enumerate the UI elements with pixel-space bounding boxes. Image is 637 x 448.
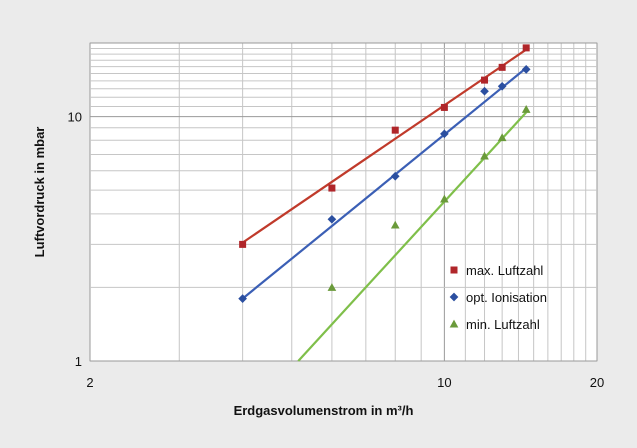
grid-lines (89, 42, 598, 362)
data-point (239, 240, 247, 248)
data-point (521, 105, 531, 113)
trendline (297, 111, 528, 362)
legend-marker (449, 319, 459, 328)
y-tick-label: 1 (75, 354, 82, 369)
data-point (390, 171, 400, 181)
trendlines (241, 48, 528, 362)
data-point (391, 126, 399, 134)
legend-marker (449, 292, 459, 302)
data-point (480, 86, 489, 96)
legend-label: opt. Ionisation (466, 290, 547, 305)
data-point (497, 133, 507, 142)
data-point (521, 65, 531, 74)
data-point (498, 63, 506, 71)
data-point (480, 151, 489, 160)
x-tick-label: 20 (590, 375, 604, 390)
data-point (327, 283, 337, 291)
y-axis-title: Luftvordruck in mbar (32, 127, 47, 258)
data-point (497, 81, 507, 91)
plot-area (89, 42, 598, 362)
legend-marker (450, 266, 458, 274)
x-tick-label: 2 (86, 375, 93, 390)
data-point (481, 76, 489, 84)
y-tick-label: 10 (68, 110, 82, 125)
x-tick-label: 10 (437, 375, 451, 390)
data-point (440, 194, 449, 203)
trendline (242, 48, 527, 244)
x-axis-title: Erdgasvolumenstrom in m³/h (234, 403, 414, 418)
legend-label: min. Luftzahl (466, 317, 540, 332)
legend-label: max. Luftzahl (466, 263, 543, 278)
tick-labels: 2 10 20 1 10 (68, 110, 605, 390)
data-point (327, 214, 337, 224)
data-point (238, 294, 247, 303)
data-points (238, 44, 531, 303)
data-point (390, 220, 400, 229)
legend: max. Luftzahl opt. Ionisation min. Luftzah… (449, 263, 547, 332)
trendline (241, 67, 527, 300)
data-point (328, 184, 336, 192)
data-point (440, 129, 449, 139)
data-point (522, 44, 530, 52)
data-point (440, 103, 448, 111)
